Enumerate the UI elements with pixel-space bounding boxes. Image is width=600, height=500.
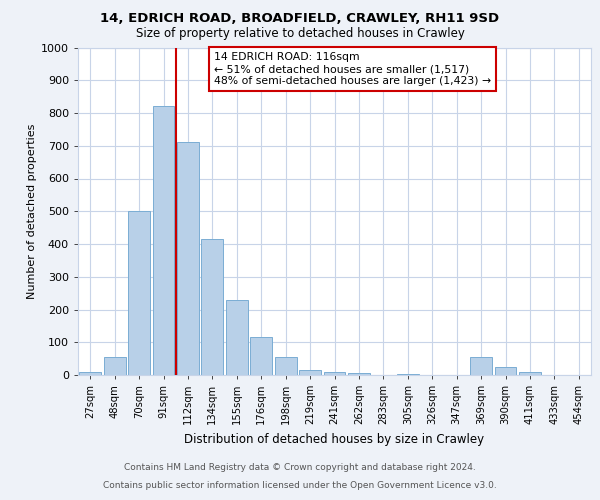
Bar <box>152 106 175 375</box>
Bar <box>494 367 517 375</box>
Bar <box>226 300 248 375</box>
X-axis label: Distribution of detached houses by size in Crawley: Distribution of detached houses by size … <box>184 432 485 446</box>
Text: Size of property relative to detached houses in Crawley: Size of property relative to detached ho… <box>136 28 464 40</box>
Text: 14, EDRICH ROAD, BROADFIELD, CRAWLEY, RH11 9SD: 14, EDRICH ROAD, BROADFIELD, CRAWLEY, RH… <box>100 12 500 26</box>
Bar <box>79 372 101 375</box>
Bar <box>202 239 223 375</box>
Bar <box>397 374 419 375</box>
Bar <box>348 374 370 375</box>
Y-axis label: Number of detached properties: Number of detached properties <box>27 124 37 299</box>
Bar <box>323 372 346 375</box>
Bar <box>104 357 125 375</box>
Bar <box>250 338 272 375</box>
Bar <box>519 372 541 375</box>
Bar <box>299 370 321 375</box>
Text: Contains HM Land Registry data © Crown copyright and database right 2024.: Contains HM Land Registry data © Crown c… <box>124 464 476 472</box>
Bar <box>177 142 199 375</box>
Text: Contains public sector information licensed under the Open Government Licence v3: Contains public sector information licen… <box>103 481 497 490</box>
Bar <box>275 357 296 375</box>
Bar <box>470 357 492 375</box>
Text: 14 EDRICH ROAD: 116sqm
← 51% of detached houses are smaller (1,517)
48% of semi-: 14 EDRICH ROAD: 116sqm ← 51% of detached… <box>214 52 491 86</box>
Bar <box>128 211 150 375</box>
